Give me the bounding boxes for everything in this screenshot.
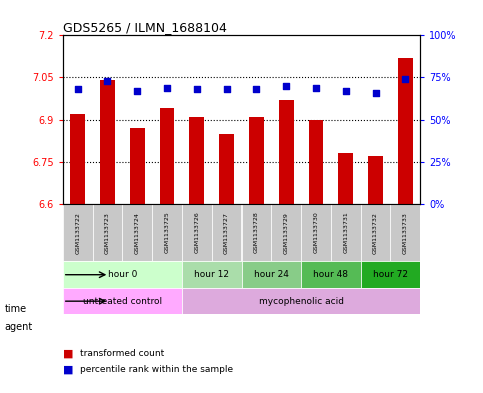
Point	[312, 84, 320, 91]
Bar	[152, 204, 182, 261]
Text: hour 12: hour 12	[194, 270, 229, 279]
Text: hour 48: hour 48	[313, 270, 348, 279]
Bar	[100, 80, 115, 204]
Text: ■: ■	[63, 349, 73, 359]
Text: GSM1133732: GSM1133732	[373, 212, 378, 253]
Bar	[301, 204, 331, 261]
Bar	[361, 204, 390, 261]
Bar	[63, 261, 182, 288]
Bar	[182, 288, 420, 314]
Text: percentile rank within the sample: percentile rank within the sample	[80, 365, 233, 374]
Point	[253, 86, 260, 92]
Text: GSM1133722: GSM1133722	[75, 212, 80, 253]
Bar	[182, 204, 212, 261]
Point	[282, 83, 290, 89]
Bar	[212, 204, 242, 261]
Text: hour 72: hour 72	[373, 270, 408, 279]
Text: GSM1133724: GSM1133724	[135, 212, 140, 253]
Bar	[130, 128, 145, 204]
Point	[372, 90, 380, 96]
Text: mycophenolic acid: mycophenolic acid	[258, 297, 343, 306]
Point	[74, 86, 82, 92]
Bar	[279, 100, 294, 204]
Point	[223, 86, 230, 92]
Bar	[63, 204, 93, 261]
Text: hour 24: hour 24	[254, 270, 289, 279]
Bar	[63, 288, 182, 314]
Bar	[271, 204, 301, 261]
Bar	[361, 261, 420, 288]
Bar	[338, 153, 353, 204]
Point	[163, 84, 171, 91]
Text: GSM1133733: GSM1133733	[403, 212, 408, 253]
Bar	[93, 204, 122, 261]
Text: GSM1133727: GSM1133727	[224, 212, 229, 253]
Bar	[398, 58, 413, 204]
Bar	[390, 204, 420, 261]
Bar	[159, 108, 174, 204]
Text: transformed count: transformed count	[80, 349, 164, 358]
Bar	[242, 204, 271, 261]
Text: untreated control: untreated control	[83, 297, 162, 306]
Bar	[182, 261, 242, 288]
Text: GSM1133728: GSM1133728	[254, 212, 259, 253]
Bar	[249, 117, 264, 204]
Bar	[122, 204, 152, 261]
Text: GSM1133731: GSM1133731	[343, 212, 348, 253]
Text: GSM1133730: GSM1133730	[313, 212, 318, 253]
Text: GSM1133723: GSM1133723	[105, 212, 110, 253]
Point	[401, 76, 409, 82]
Text: time: time	[5, 303, 27, 314]
Point	[342, 88, 350, 94]
Point	[133, 88, 141, 94]
Text: GDS5265 / ILMN_1688104: GDS5265 / ILMN_1688104	[63, 21, 227, 34]
Text: GSM1133729: GSM1133729	[284, 212, 289, 253]
Text: GSM1133726: GSM1133726	[194, 212, 199, 253]
Bar	[368, 156, 383, 204]
Point	[104, 78, 112, 84]
Text: GSM1133725: GSM1133725	[165, 212, 170, 253]
Text: agent: agent	[5, 322, 33, 332]
Text: ■: ■	[63, 364, 73, 375]
Text: hour 0: hour 0	[108, 270, 137, 279]
Bar	[219, 134, 234, 204]
Bar	[189, 117, 204, 204]
Bar	[70, 114, 85, 204]
Bar	[309, 119, 324, 204]
Bar	[331, 204, 361, 261]
Bar	[242, 261, 301, 288]
Point	[193, 86, 201, 92]
Bar	[301, 261, 361, 288]
